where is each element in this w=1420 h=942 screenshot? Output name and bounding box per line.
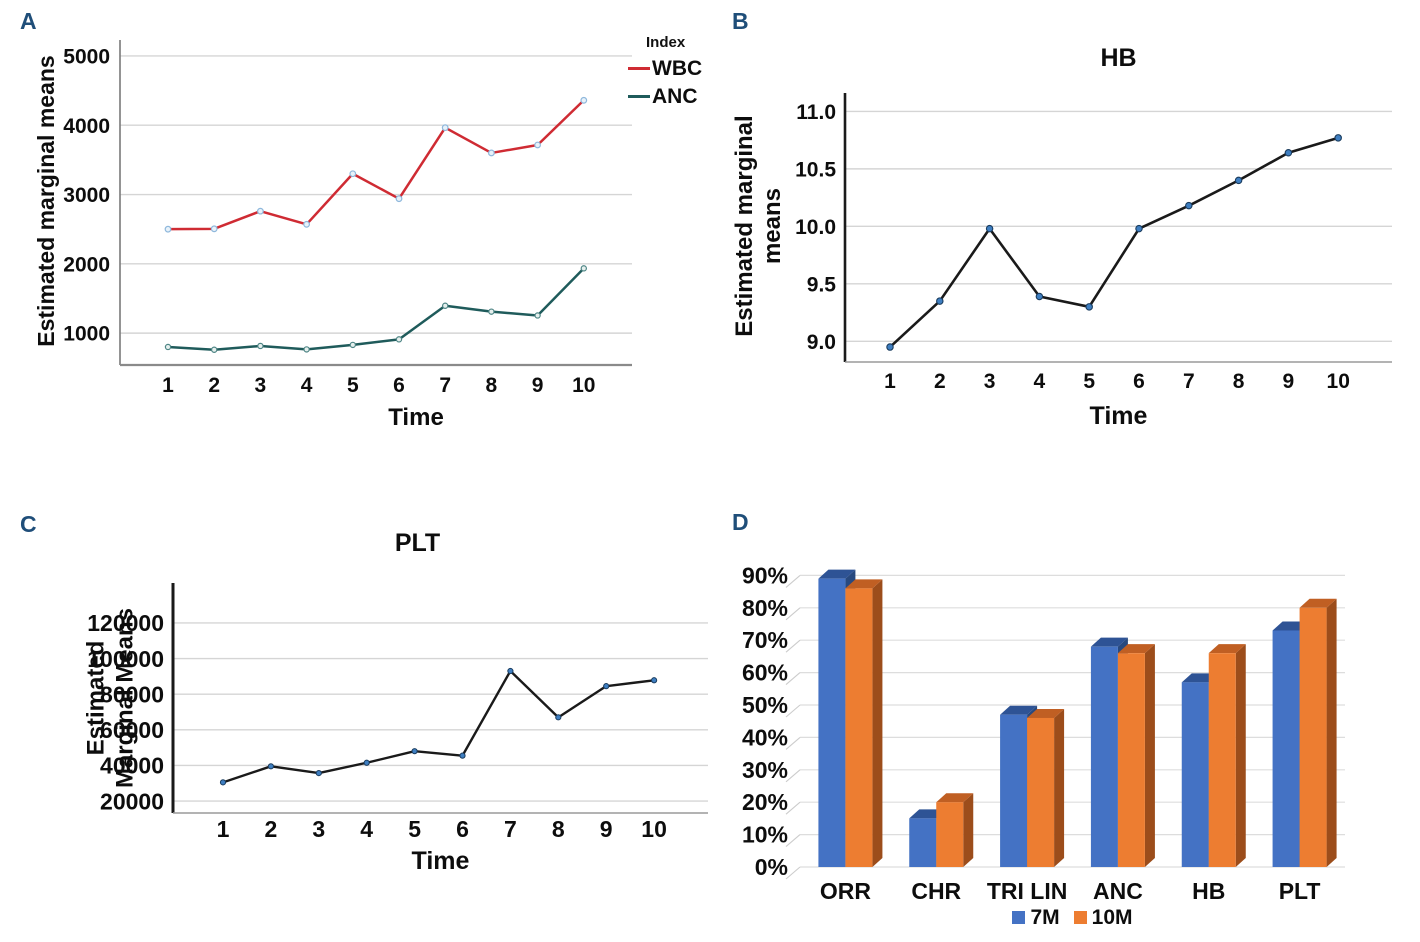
svg-text:1000: 1000: [63, 323, 110, 346]
panel-c: C PLT Estimated Marginal Means 20000 4000…: [0, 471, 710, 942]
svg-text:8: 8: [486, 374, 498, 397]
svg-text:50%: 50%: [742, 692, 788, 718]
legend-label-7m: 7M: [1030, 906, 1060, 929]
response-bar-chart: 0% 10% 20% 30% 40% 50% 60% 70% 80% 90% ORR CHR TRI L…: [742, 562, 1345, 904]
svg-text:7: 7: [439, 374, 451, 397]
svg-text:10: 10: [1327, 370, 1350, 393]
panel-b-title: HB: [1100, 44, 1137, 72]
svg-text:90%: 90%: [742, 562, 788, 588]
svg-text:ANC: ANC: [1093, 878, 1143, 904]
svg-text:4: 4: [301, 374, 313, 397]
legend-item-7m: 7M: [1012, 906, 1060, 929]
svg-text:2000: 2000: [63, 253, 110, 276]
svg-text:40000: 40000: [100, 753, 164, 779]
svg-text:TRI LIN: TRI LIN: [987, 878, 1068, 904]
svg-text:5: 5: [408, 816, 421, 842]
svg-text:7: 7: [1183, 370, 1195, 393]
svg-text:7: 7: [504, 816, 517, 842]
svg-text:20%: 20%: [742, 789, 788, 815]
svg-text:120000: 120000: [87, 610, 164, 636]
legend-title: Index: [646, 34, 686, 51]
svg-text:2: 2: [265, 816, 278, 842]
svg-text:3: 3: [312, 816, 325, 842]
panel-c-letter: C: [20, 511, 37, 537]
svg-text:4000: 4000: [63, 115, 110, 138]
svg-text:1: 1: [884, 370, 896, 393]
svg-text:8: 8: [1233, 370, 1245, 393]
wbc-line-swatch: [628, 67, 650, 70]
svg-text:3000: 3000: [63, 184, 110, 207]
svg-text:PLT: PLT: [1279, 878, 1321, 904]
svg-text:20000: 20000: [100, 788, 164, 814]
panel-d-legend: 7M 10M: [800, 907, 1345, 928]
svg-text:4: 4: [1034, 370, 1046, 393]
svg-text:100000: 100000: [87, 646, 164, 672]
panel-b: B HB Estimated marginal means 9.0 9.5 10.0…: [710, 0, 1420, 471]
legend-label-wbc: WBC: [652, 57, 703, 80]
svg-text:30%: 30%: [742, 757, 788, 783]
svg-text:CHR: CHR: [911, 878, 961, 904]
legend-label-anc: ANC: [652, 85, 698, 108]
svg-text:2: 2: [934, 370, 946, 393]
panel-d: D 0% 10% 20% 30% 40% 50% 60% 70% 80% 90% ORR CHR TRI…: [710, 471, 1420, 942]
7m-square-swatch: [1012, 911, 1026, 924]
svg-text:9: 9: [1283, 370, 1295, 393]
svg-text:80000: 80000: [100, 681, 164, 707]
svg-text:9.5: 9.5: [807, 273, 837, 296]
panel-a-legend: Index WBC ANC: [628, 34, 702, 107]
svg-text:1: 1: [162, 374, 174, 397]
svg-text:4: 4: [360, 816, 373, 842]
wbc-anc-line-chart: 1000 2000 3000 4000 5000 1 2 3 4 5 6 7 8 9 10: [63, 40, 632, 397]
svg-text:5000: 5000: [63, 45, 110, 68]
legend-item-10m: 10M: [1073, 906, 1133, 929]
svg-text:10.5: 10.5: [795, 158, 836, 181]
plt-line-chart: 20000 40000 60000 80000 100000 120000 1 2 3 4 5 6 7 8…: [87, 583, 708, 842]
svg-text:80%: 80%: [742, 595, 788, 621]
svg-text:1: 1: [217, 816, 230, 842]
svg-text:3: 3: [255, 374, 267, 397]
svg-text:ORR: ORR: [820, 878, 872, 904]
svg-text:0%: 0%: [755, 854, 788, 880]
svg-text:5: 5: [1083, 370, 1095, 393]
svg-text:60000: 60000: [100, 717, 164, 743]
svg-text:9.0: 9.0: [807, 331, 836, 354]
svg-text:2: 2: [208, 374, 220, 397]
svg-text:6: 6: [456, 816, 469, 842]
svg-text:60%: 60%: [742, 660, 788, 686]
svg-text:10.0: 10.0: [795, 216, 836, 239]
svg-text:9: 9: [532, 374, 544, 397]
panel-a: A Estimated marginal means 1000 2000 3000 4…: [0, 0, 710, 471]
panel-a-letter: A: [20, 8, 37, 34]
svg-text:8: 8: [552, 816, 565, 842]
10m-square-swatch: [1073, 911, 1087, 924]
panel-b-letter: B: [732, 8, 749, 34]
svg-text:11.0: 11.0: [796, 101, 836, 124]
svg-text:9: 9: [600, 816, 613, 842]
panel-c-title: PLT: [394, 529, 441, 557]
hb-line-chart: 9.0 9.5 10.0 10.5 11.0 1 2 3 4 5 6 7 8 9 10: [795, 93, 1392, 393]
svg-text:70%: 70%: [742, 627, 788, 653]
svg-text:40%: 40%: [742, 724, 788, 750]
svg-text:10: 10: [572, 374, 595, 397]
svg-text:6: 6: [393, 374, 405, 397]
legend-item-wbc: WBC: [628, 58, 702, 79]
panel-c-x-axis-label: Time: [411, 847, 470, 875]
svg-text:10%: 10%: [742, 822, 788, 848]
legend-item-anc: ANC: [628, 86, 702, 107]
svg-text:6: 6: [1133, 370, 1145, 393]
panel-a-x-axis-label: Time: [388, 404, 444, 431]
svg-text:HB: HB: [1192, 878, 1225, 904]
svg-text:5: 5: [347, 374, 359, 397]
legend-label-10m: 10M: [1091, 906, 1133, 929]
panel-d-letter: D: [732, 509, 749, 535]
svg-text:10: 10: [641, 816, 667, 842]
panel-b-x-axis-label: Time: [1089, 402, 1148, 430]
anc-line-swatch: [628, 95, 650, 98]
svg-text:3: 3: [984, 370, 996, 393]
